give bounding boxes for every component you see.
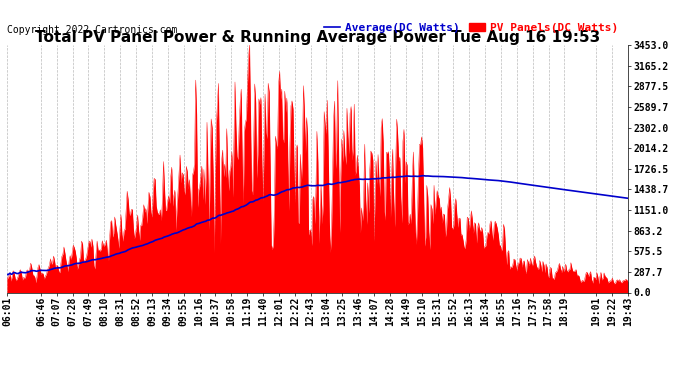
Text: Copyright 2022 Cartronics.com: Copyright 2022 Cartronics.com [7, 25, 177, 35]
Legend: Average(DC Watts), PV Panels(DC Watts): Average(DC Watts), PV Panels(DC Watts) [319, 18, 622, 37]
Title: Total PV Panel Power & Running Average Power Tue Aug 16 19:53: Total PV Panel Power & Running Average P… [34, 30, 600, 45]
